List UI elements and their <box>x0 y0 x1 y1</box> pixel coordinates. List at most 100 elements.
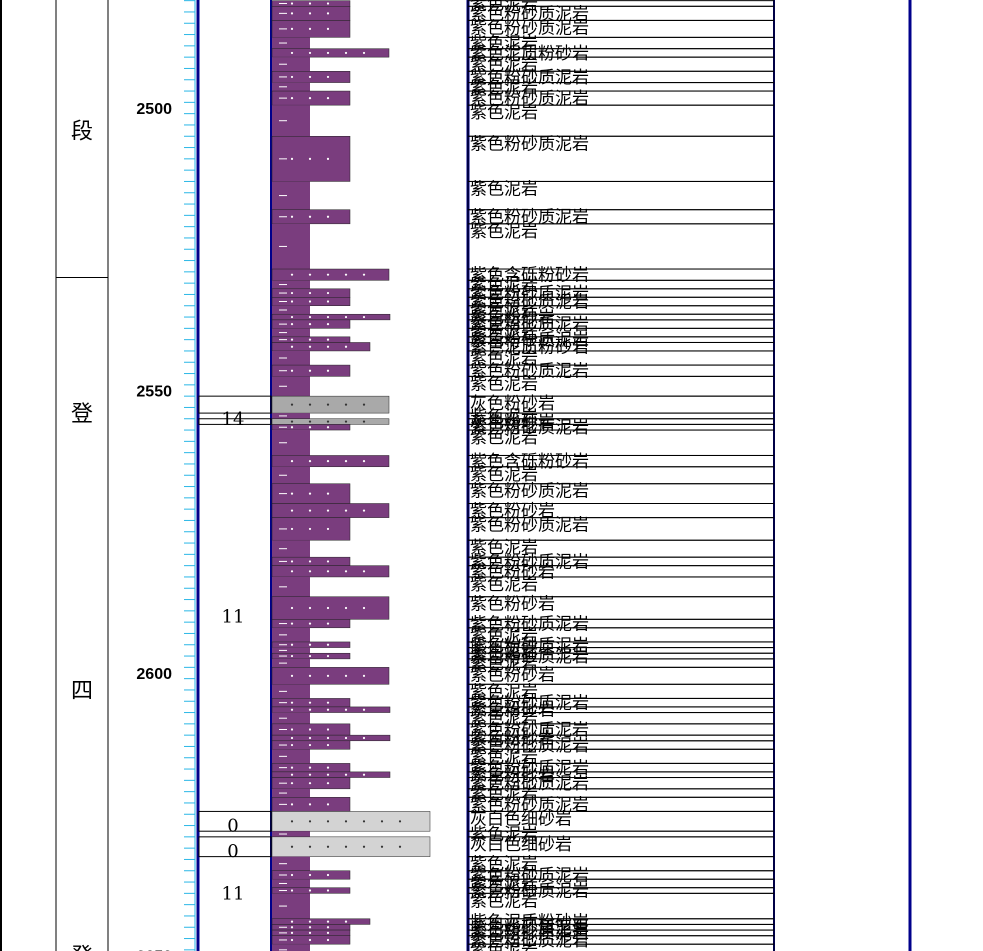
sand-dot <box>362 315 366 319</box>
sand-dot <box>326 782 330 785</box>
sand-dot <box>308 845 312 848</box>
sand-dot <box>326 643 330 646</box>
lithology-description: 紫色泥岩 <box>470 324 538 344</box>
sand-dot <box>308 743 312 747</box>
sand-dot <box>326 889 330 892</box>
lithology-description: 紫色泥岩 <box>470 784 538 804</box>
sand-dot <box>290 782 294 785</box>
lithology-bar <box>271 418 390 425</box>
lithology-base <box>272 466 310 484</box>
lithology-bar <box>271 811 431 832</box>
lithology-description: 紫色粉砂质泥岩 <box>470 694 589 714</box>
sand-dot <box>308 12 312 15</box>
sand-dot <box>326 926 330 929</box>
lithology-bar <box>271 706 391 713</box>
sand-dot <box>308 273 312 276</box>
lithology-bar <box>271 503 390 518</box>
lithology-bar <box>271 771 391 778</box>
lithology-description: 紫色泥岩 <box>470 222 538 242</box>
lithology-description: 紫色泥岩 <box>470 654 538 674</box>
lithology-base <box>272 350 310 366</box>
lithology-description: 灰色粉砂岩 <box>470 413 555 433</box>
sand-dot <box>308 701 312 704</box>
sand-dot <box>326 12 330 15</box>
sand-dot <box>326 157 330 160</box>
sand-dot <box>290 728 294 731</box>
lithology-layers <box>271 0 431 951</box>
sand-dot <box>290 560 294 563</box>
lithology-base <box>272 82 310 92</box>
sand-dot <box>362 606 366 610</box>
lithology-description: 紫色粉砂质泥岩 <box>470 134 589 154</box>
sand-dot <box>308 492 312 495</box>
sand-dot <box>326 873 330 877</box>
sand-dot <box>308 509 312 512</box>
sand-dot <box>326 570 330 573</box>
sand-dot <box>308 300 312 303</box>
lithology-description: 紫色泥岩 <box>470 428 538 448</box>
sand-dot <box>362 570 366 573</box>
sand-dot <box>290 926 294 929</box>
sand-dot <box>290 527 294 531</box>
lithology-base <box>272 788 310 798</box>
sand-dot <box>290 338 294 341</box>
lithology-description: 紫色粉砂岩 <box>470 665 555 685</box>
lithology-description: 紫色泥岩 <box>470 855 538 875</box>
lithology-base <box>272 540 310 558</box>
sand-dot <box>308 873 312 877</box>
lithology-description: 紫色粉砂质泥岩 <box>470 924 589 944</box>
lithology-bar <box>271 342 371 352</box>
sand-dot <box>290 291 294 295</box>
sand-dot <box>290 803 294 806</box>
sand-dot <box>326 509 330 512</box>
depth-label: 2500 <box>136 101 172 118</box>
sand-dot <box>308 527 312 531</box>
sand-dot <box>290 315 294 319</box>
sand-dot <box>290 300 294 303</box>
sand-dot <box>308 622 312 625</box>
lithology-bar <box>271 667 390 685</box>
lithology-description: 紫色粉砂质泥岩 <box>470 516 589 536</box>
sand-dot <box>308 27 312 30</box>
grain-value: 0 <box>227 841 238 862</box>
sand-dot <box>362 773 366 776</box>
lithology-description: 紫色泥岩 <box>470 349 538 369</box>
lithology-base <box>272 712 310 724</box>
description-cell <box>467 943 775 951</box>
sand-dot <box>308 728 312 731</box>
depth-labels: 2500 2550 2600 2650 <box>136 101 172 951</box>
lithology-base <box>272 430 310 456</box>
sand-dot <box>290 845 294 848</box>
sand-dot <box>308 782 312 785</box>
sand-dot <box>308 426 312 429</box>
lithology-description: 紫色泥岩 <box>470 747 538 767</box>
sand-dot <box>290 403 294 406</box>
lithology-description: 紫色粉砂质泥岩 <box>470 636 589 656</box>
sand-dot <box>344 403 348 406</box>
sand-dot <box>326 338 330 341</box>
lithology-description: 紫色泥岩 <box>470 0 538 14</box>
sand-dot <box>290 492 294 495</box>
sand-dot <box>290 215 294 218</box>
lithology-bar <box>271 565 390 578</box>
sand-dot <box>290 570 294 573</box>
sand-dot <box>362 820 366 823</box>
sand-dot <box>344 606 348 610</box>
lithology-description: 紫色粉砂质泥岩 <box>470 615 589 635</box>
sand-dot <box>290 345 294 348</box>
sand-dot <box>308 708 312 711</box>
sand-dot <box>290 27 294 30</box>
sand-dot <box>344 674 348 677</box>
sand-dot <box>326 728 330 731</box>
lithology-description: 紫色粉砂岩 <box>470 729 555 749</box>
grain-value: 0 <box>227 816 238 837</box>
lithology-description: 紫色粉砂质泥岩 <box>470 918 589 938</box>
sand-dot <box>326 2 330 5</box>
lithology-description: 紫色泥岩 <box>470 276 538 296</box>
sand-dot <box>326 736 330 740</box>
sand-dot <box>344 708 348 711</box>
lithology-base <box>272 658 310 668</box>
sand-dot <box>290 920 294 923</box>
sand-dot <box>308 773 312 776</box>
sand-dot <box>326 300 330 303</box>
